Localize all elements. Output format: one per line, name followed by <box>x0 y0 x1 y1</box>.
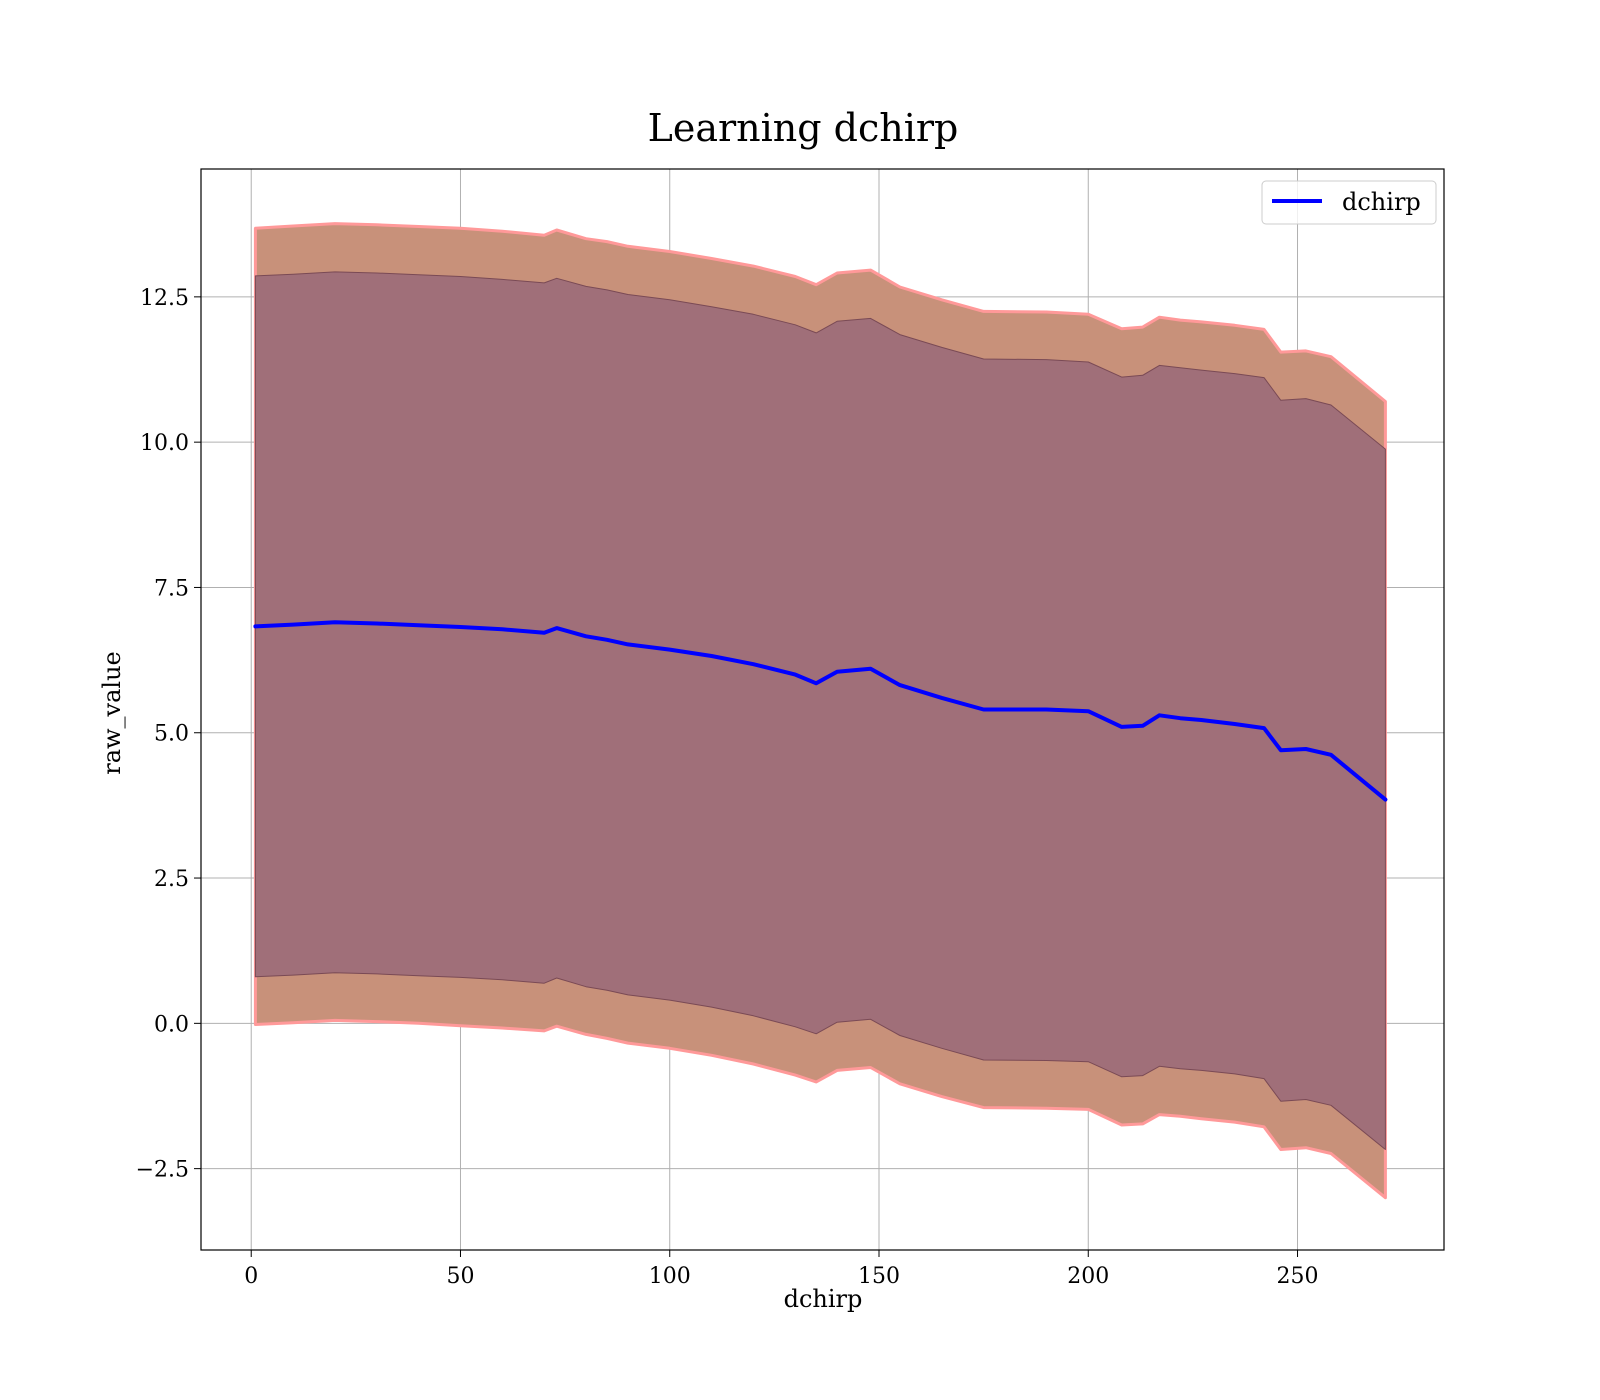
x-tick-label: 50 <box>446 1264 474 1289</box>
y-axis-label: raw_value <box>98 651 126 775</box>
y-tick-label: 7.5 <box>154 576 189 601</box>
x-tick-label: 250 <box>1277 1264 1319 1289</box>
x-tick-label: 200 <box>1067 1264 1109 1289</box>
y-tick-label: 10.0 <box>140 431 189 456</box>
x-tick-label: 0 <box>244 1264 258 1289</box>
y-tick-label: −2.5 <box>136 1158 189 1183</box>
chart-title: Learning dchirp <box>648 106 959 150</box>
series-line-dchirp <box>253 620 1388 802</box>
band-inner <box>254 271 1386 1150</box>
y-tick-label: 2.5 <box>154 867 189 892</box>
axes-frame <box>200 168 1445 1251</box>
y-tick-label: 5.0 <box>154 722 189 747</box>
y-tick-label: 0.0 <box>154 1012 189 1037</box>
legend: dchirp <box>1261 180 1437 225</box>
legend-label-dchirp: dchirp <box>1342 188 1421 216</box>
x-tick-label: 150 <box>858 1264 900 1289</box>
x-axis-label: dchirp <box>784 1285 863 1313</box>
legend-box <box>1261 180 1437 225</box>
y-tick-label: 12.5 <box>140 286 189 311</box>
x-tick-label: 100 <box>649 1264 691 1289</box>
plot-area: 0 50 100 150 200 250 −2.5 0.0 2.5 5.0 7.5 10.0 12.5 <box>136 168 1445 1289</box>
